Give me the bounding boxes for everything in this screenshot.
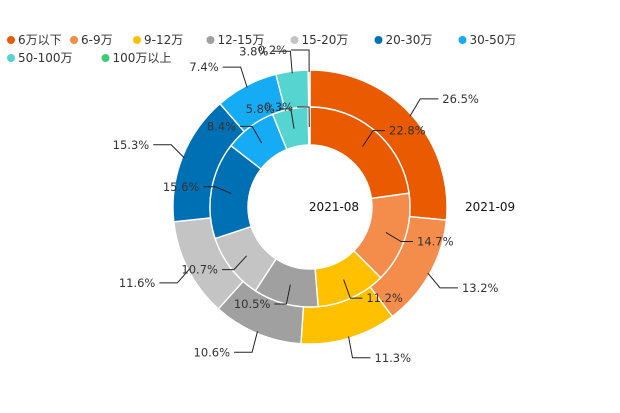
legend-marker: [374, 36, 383, 44]
data-label-inner: 8.4%: [207, 119, 236, 133]
slice-outer[interactable]: [307, 69, 311, 108]
leader-line: [240, 125, 263, 144]
leader-line: [343, 279, 363, 299]
leader-line: [278, 108, 295, 129]
legend-marker: [133, 36, 141, 44]
chart-legend: 6万以下 6-9万 9-12万 12-15万 15-20万 20-30万 30-50万 50-…: [7, 33, 516, 65]
leader-line: [409, 98, 439, 117]
data-label-inner: 14.7%: [417, 235, 454, 249]
leader-line: [427, 272, 458, 289]
legend-item[interactable]: 20-30万: [386, 33, 433, 47]
legend-item[interactable]: 6万以下: [18, 33, 62, 47]
legend-marker: [7, 54, 15, 62]
legend-marker: [458, 36, 467, 44]
legend-item[interactable]: 30-50万: [470, 33, 517, 47]
data-label-inner: 0.3%: [264, 100, 293, 114]
leader-lines: [153, 49, 458, 359]
legend-item[interactable]: 100万以上: [113, 51, 172, 65]
legend-item[interactable]: 6-9万: [81, 33, 113, 47]
data-label-inner: 11.2%: [366, 291, 403, 305]
leader-line: [159, 268, 191, 284]
data-label-inner: 15.6%: [163, 180, 200, 194]
data-labels: 22.8%14.7%11.2%10.5%10.7%15.6%8.4%5.8%0.…: [113, 43, 499, 365]
data-label-outer: 11.6%: [119, 276, 156, 290]
data-label-inner: 10.7%: [181, 263, 218, 277]
leader-line: [297, 106, 310, 128]
data-label-inner: 5.8%: [246, 102, 275, 116]
legend-item[interactable]: 9-12万: [144, 33, 183, 47]
data-label-outer: 0.2%: [258, 43, 287, 57]
data-label-outer: 26.5%: [442, 92, 479, 106]
leader-line: [362, 130, 386, 147]
leader-line: [203, 186, 232, 194]
data-label-outer: 10.6%: [194, 345, 231, 359]
leader-line: [385, 232, 414, 243]
legend-item[interactable]: 12-15万: [218, 33, 265, 47]
legend-item[interactable]: 15-20万: [302, 33, 349, 47]
legend-marker: [101, 54, 110, 62]
data-label-outer: 7.4%: [189, 60, 218, 74]
inner-series-name: 2021-08: [309, 200, 359, 214]
leader-line: [274, 284, 291, 305]
legend-marker: [290, 36, 299, 44]
data-label-outer: 13.2%: [462, 281, 499, 295]
legend-marker: [7, 36, 15, 44]
leader-line: [291, 49, 310, 73]
outer-series-name: 2021-09: [465, 200, 515, 214]
data-label-inner: 22.8%: [389, 124, 426, 138]
legend-marker: [206, 36, 215, 44]
leader-line: [221, 255, 248, 271]
data-label-outer: 11.3%: [375, 351, 412, 365]
leader-line: [222, 66, 248, 88]
legend-marker: [70, 36, 78, 44]
leader-line: [234, 331, 258, 353]
leader-line: [153, 144, 185, 159]
data-label-outer: 15.3%: [113, 138, 150, 152]
inner-ring-2021-08: [209, 106, 411, 308]
data-label-inner: 10.5%: [234, 297, 271, 311]
leader-line: [272, 50, 293, 74]
leader-line: [348, 336, 371, 359]
legend-item[interactable]: 50-100万: [18, 51, 73, 65]
data-label-outer: 3.8%: [239, 44, 268, 58]
